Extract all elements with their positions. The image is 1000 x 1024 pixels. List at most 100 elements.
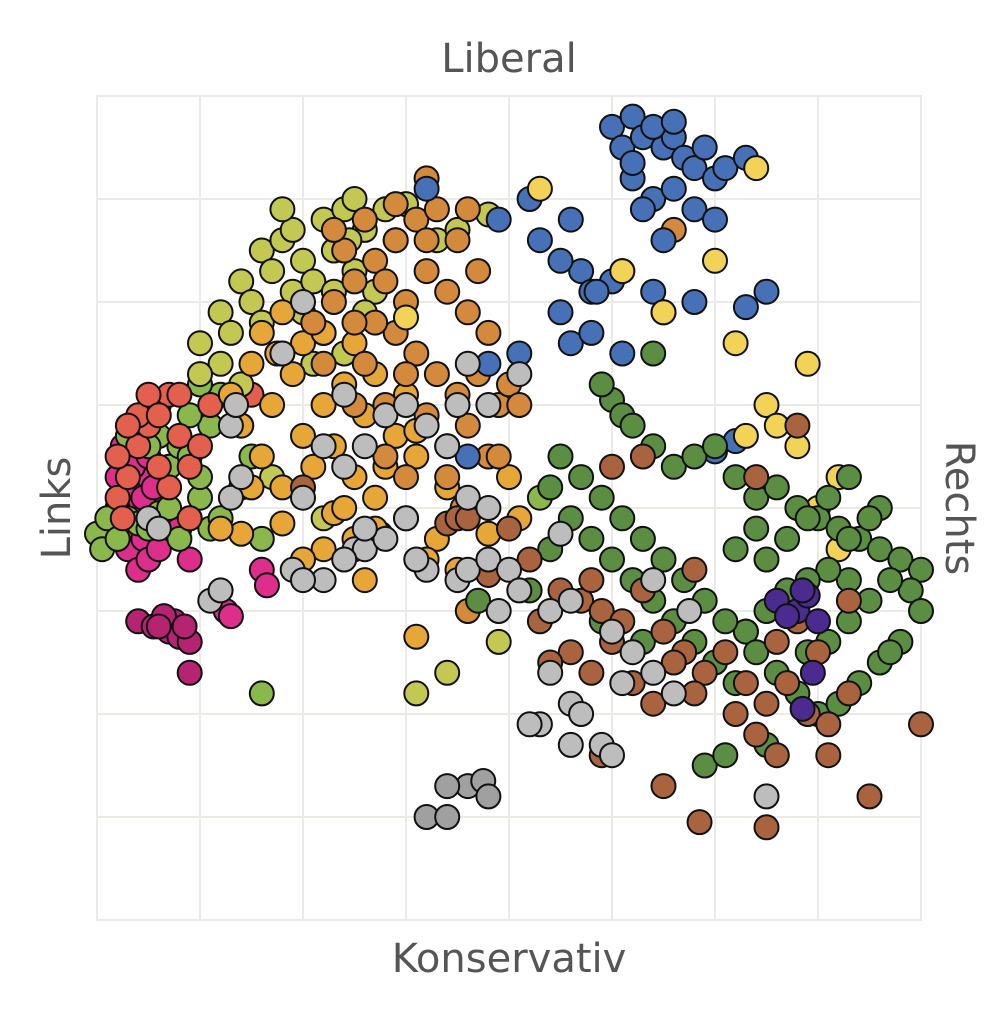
point-light-gray xyxy=(444,392,471,418)
point-gold xyxy=(310,392,337,418)
point-dark-green xyxy=(743,639,770,666)
point-dark-green xyxy=(465,587,492,614)
point-light-gray xyxy=(496,556,522,583)
point-coral xyxy=(166,422,193,449)
point-brown xyxy=(784,412,811,439)
point-brown xyxy=(640,690,667,717)
point-yellow xyxy=(753,392,780,418)
point-purple xyxy=(789,695,816,722)
point-light-gray xyxy=(351,433,378,460)
point-purple xyxy=(805,608,831,635)
point-gold xyxy=(351,567,378,594)
point-orange xyxy=(434,278,461,305)
point-coral xyxy=(104,443,131,470)
point-orange xyxy=(362,247,389,274)
point-orange xyxy=(454,196,481,223)
point-olive xyxy=(290,247,316,274)
point-light-gray xyxy=(537,659,564,686)
point-blue xyxy=(599,113,625,140)
point-light-green xyxy=(176,402,203,429)
point-dark-green xyxy=(588,484,615,511)
point-dark-green xyxy=(712,742,739,769)
point-brown xyxy=(835,587,862,614)
point-yellow xyxy=(702,247,728,274)
point-dark-green xyxy=(537,474,564,501)
point-pink xyxy=(176,546,203,573)
point-light-gray xyxy=(516,711,543,738)
point-coral xyxy=(125,433,152,460)
point-light-gray xyxy=(506,577,533,604)
point-dark-green xyxy=(856,505,883,532)
point-coral xyxy=(145,402,172,429)
point-blue xyxy=(619,149,646,176)
point-dark-green xyxy=(650,546,677,573)
point-dark-green xyxy=(877,639,904,666)
point-blue xyxy=(660,175,687,202)
point-gray xyxy=(434,773,461,800)
point-olive xyxy=(187,330,213,357)
point-dark-green xyxy=(568,464,595,491)
point-blue xyxy=(629,196,656,223)
point-dark-green xyxy=(578,525,605,552)
axis-label-left: Links xyxy=(34,457,80,560)
point-brown xyxy=(774,670,801,697)
point-orange xyxy=(403,206,430,233)
point-blue xyxy=(691,134,718,161)
point-orange xyxy=(372,268,399,295)
point-brown xyxy=(815,711,842,738)
point-olive xyxy=(228,268,255,295)
point-orange xyxy=(351,206,378,233)
point-orange xyxy=(393,464,419,491)
point-dark-green xyxy=(660,453,687,480)
point-dark-green xyxy=(619,412,646,439)
point-brown xyxy=(732,670,759,697)
point-light-gray xyxy=(269,340,296,367)
point-dark-green xyxy=(908,598,934,624)
plot-frame xyxy=(96,95,922,921)
point-orange xyxy=(320,289,347,315)
point-light-gray xyxy=(223,392,250,418)
point-light-gray xyxy=(372,402,399,429)
point-olive xyxy=(485,628,512,655)
point-brown xyxy=(588,598,615,624)
point-dark-green xyxy=(763,474,790,501)
point-coral xyxy=(156,474,183,501)
point-light-gray xyxy=(145,515,172,542)
point-brown xyxy=(686,809,713,836)
point-blue xyxy=(609,340,636,367)
point-light-gray xyxy=(660,680,687,707)
point-dark-green xyxy=(774,525,801,552)
point-coral xyxy=(197,392,224,418)
point-dark-green xyxy=(897,577,924,604)
point-coral xyxy=(114,464,141,491)
point-gray xyxy=(434,804,461,830)
point-gold xyxy=(403,443,430,470)
point-blue xyxy=(702,206,728,233)
point-gold xyxy=(331,495,358,521)
point-light-gray xyxy=(331,546,358,573)
point-light-gray xyxy=(475,495,502,521)
point-dark-green xyxy=(753,546,780,573)
point-olive xyxy=(207,299,234,326)
point-light-gray xyxy=(310,433,337,460)
point-magenta xyxy=(176,659,203,686)
point-coral xyxy=(176,453,203,480)
point-purple xyxy=(774,603,801,630)
point-magenta xyxy=(171,613,198,640)
point-blue xyxy=(619,103,646,130)
point-orange xyxy=(413,227,440,254)
point-light-gray xyxy=(619,639,646,666)
point-light-gray xyxy=(413,412,440,439)
point-dark-green xyxy=(609,505,636,532)
point-brown xyxy=(650,618,677,645)
point-brown xyxy=(763,628,790,655)
point-dark-green xyxy=(743,515,770,542)
point-light-gray xyxy=(207,577,234,604)
point-gold xyxy=(310,536,337,563)
point-orange xyxy=(413,258,440,285)
point-dark-green xyxy=(629,525,656,552)
point-light-gray xyxy=(753,783,780,810)
point-blue xyxy=(732,294,759,321)
point-dark-green xyxy=(815,556,842,583)
point-gold xyxy=(269,510,296,537)
